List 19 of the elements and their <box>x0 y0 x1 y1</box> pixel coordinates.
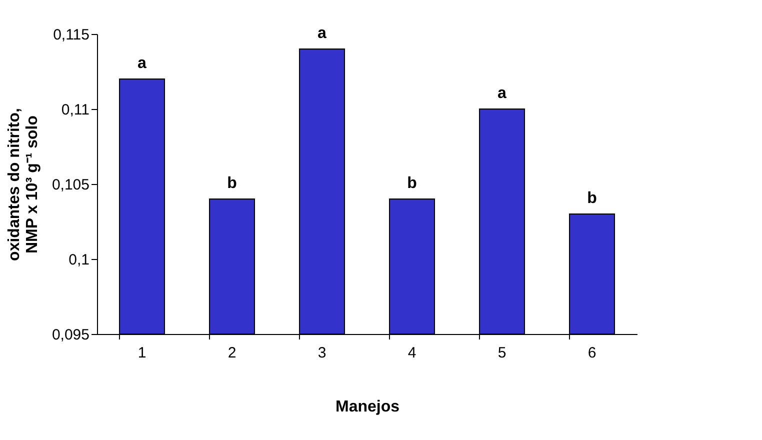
annotation: a <box>318 25 327 42</box>
annotation: a <box>498 85 507 102</box>
y-tick-label: 0,11 <box>61 102 90 118</box>
annotation: b <box>227 175 238 192</box>
x-tick-label: 4 <box>408 344 416 362</box>
annotation: a <box>138 55 147 72</box>
y-tick-label: 0,095 <box>52 326 90 344</box>
x-tick-label: 1 <box>138 344 146 362</box>
annotation: b <box>407 175 418 192</box>
x-tick-label: 2 <box>228 344 236 362</box>
y-tick-label: 0,115 <box>53 26 90 44</box>
annotation: b <box>587 190 598 207</box>
x-tick-label: 3 <box>318 344 326 362</box>
y-tick-label: 0,1 <box>68 252 90 268</box>
y-axis-title: oxidantes do nitrito, NMP x 10³ g⁻¹ solo <box>6 108 41 261</box>
x-tick-label: 6 <box>588 344 596 362</box>
x-tick-label: 5 <box>498 344 506 362</box>
y-tick-label: 0,105 <box>52 176 90 194</box>
x-axis-title: Manejos <box>335 398 400 416</box>
